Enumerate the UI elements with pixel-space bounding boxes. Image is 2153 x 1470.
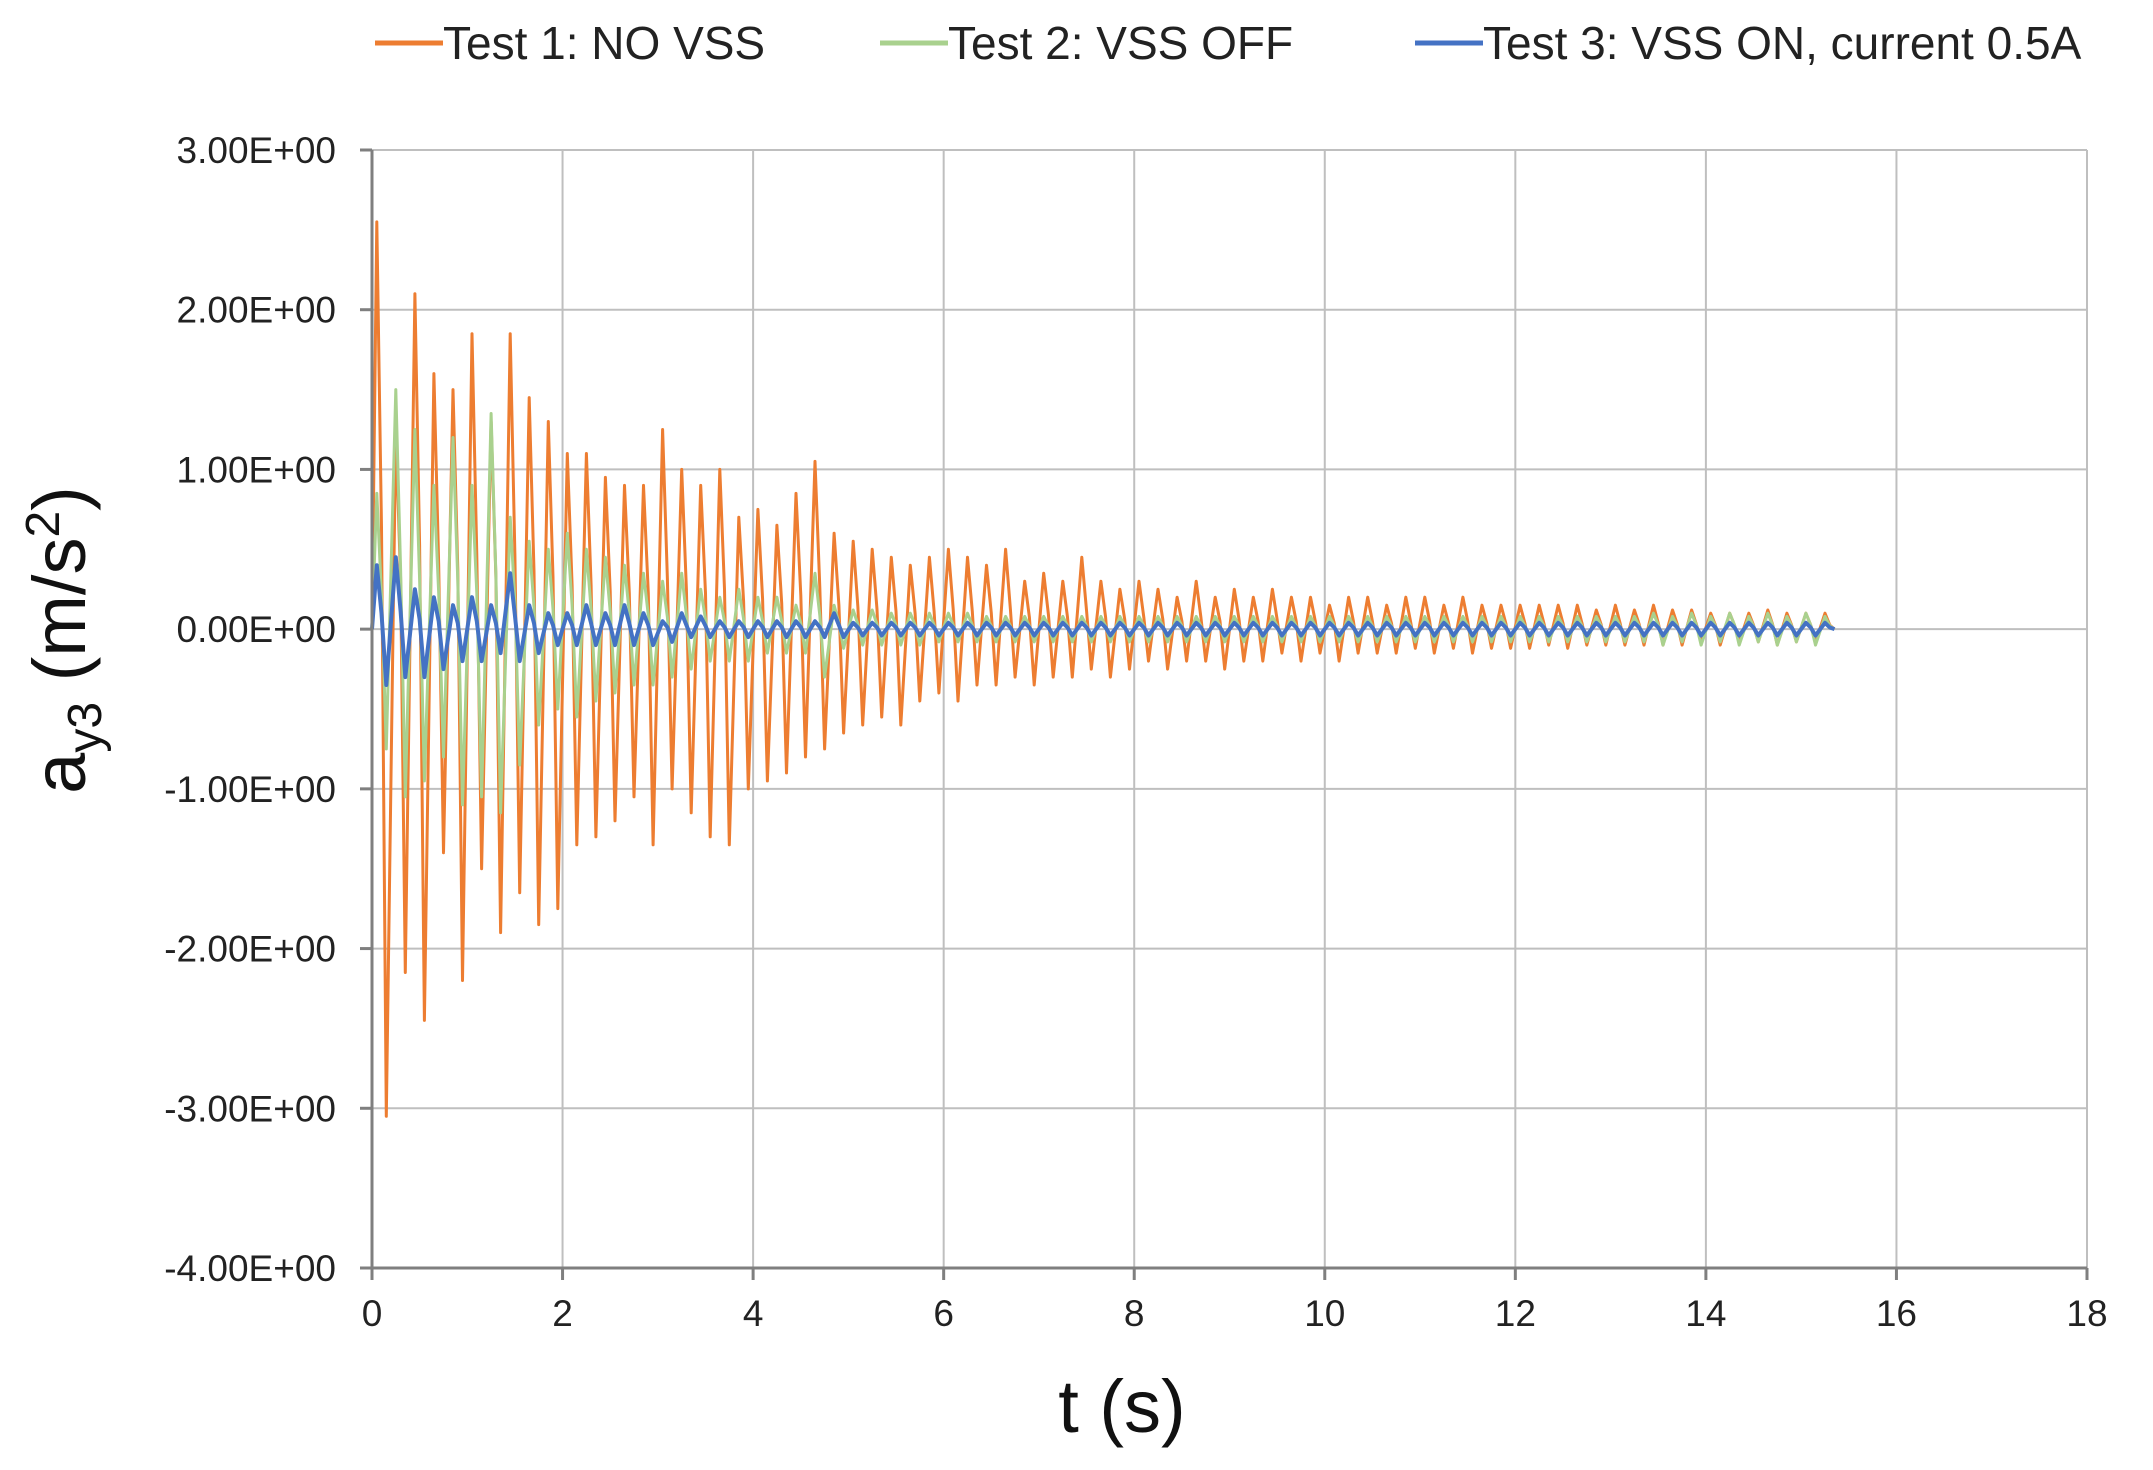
x-tick-label-9: 18 (2066, 1293, 2107, 1334)
y-tick-label-7: -4.00E+00 (164, 1248, 336, 1289)
y-axis-title-unit-close: ) (18, 486, 101, 511)
x-tick-label-6: 12 (1495, 1293, 1536, 1334)
x-tick-label-1: 2 (552, 1293, 573, 1334)
legend-label-1: Test 1: NO VSS (443, 17, 765, 69)
y-tick-label-4: -1.00E+00 (164, 769, 336, 810)
y-axis-title-subscript: y3 (59, 702, 112, 753)
y-axis-title-unit: (m/s (18, 538, 101, 702)
axes (360, 148, 2089, 1280)
x-tick-label-3: 6 (933, 1293, 954, 1334)
legend-label-3: Test 3: VSS ON, current 0.5A (1483, 17, 2082, 69)
y-tick-label-1: 2.00E+00 (177, 290, 336, 331)
x-tick-label-5: 10 (1304, 1293, 1345, 1334)
y-tick-label-6: -3.00E+00 (164, 1088, 336, 1129)
y-tick-labels: 3.00E+00 2.00E+00 1.00E+00 0.00E+00 -1.00E+0… (164, 130, 336, 1289)
x-tick-label-0: 0 (362, 1293, 383, 1334)
y-tick-label-5: -2.00E+00 (164, 929, 336, 970)
x-tick-label-8: 16 (1876, 1293, 1917, 1334)
legend: Test 1: NO VSS Test 2: VSS OFF Test 3: VSS… (375, 17, 2082, 69)
series-line-3 (370, 555, 1836, 687)
y-tick-label-3: 0.00E+00 (177, 609, 336, 650)
x-tick-label-4: 8 (1124, 1293, 1145, 1334)
y-axis-title-superscript: 2 (17, 511, 70, 538)
x-tick-label-7: 14 (1685, 1293, 1726, 1334)
y-tick-label-0: 3.00E+00 (177, 130, 336, 171)
legend-label-2: Test 2: VSS OFF (948, 17, 1293, 69)
y-axis-title-base: a (18, 752, 101, 794)
y-tick-label-2: 1.00E+00 (177, 449, 336, 490)
x-tick-label-2: 4 (743, 1293, 764, 1334)
x-tick-labels: 0 2 4 6 8 10 12 14 16 18 (362, 1293, 2108, 1334)
x-axis-title: t (s) (1058, 1365, 1185, 1448)
series-layer (370, 220, 1836, 1118)
y-axis-title: ay3 (m/s2) (17, 486, 112, 794)
